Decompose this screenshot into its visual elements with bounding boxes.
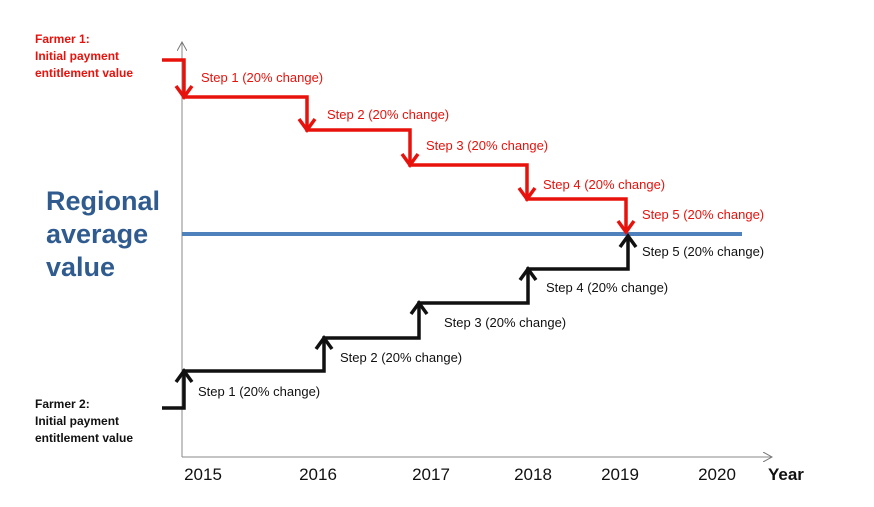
farmer2-step-4-label: Step 4 (20% change) — [546, 280, 668, 295]
farmer1-staircase — [162, 58, 636, 235]
farmer1-step-2-label: Step 2 (20% change) — [327, 107, 449, 122]
farmer2-step-2-label: Step 2 (20% change) — [340, 350, 462, 365]
farmer1-step-path — [162, 58, 628, 232]
farmer1-line-1: Farmer 1: — [35, 32, 90, 46]
farmer1-arrow-5 — [616, 219, 636, 235]
farmer2-arrow-5 — [618, 233, 638, 249]
year-label-2015: 2015 — [184, 465, 222, 484]
farmer1-label: Farmer 1: Initial payment entitlement va… — [35, 32, 133, 80]
farmer1-arrow-2 — [297, 117, 317, 133]
x-axis-title: Year — [768, 465, 804, 484]
farmer2-staircase — [162, 233, 638, 410]
farmer1-step-1-label: Step 1 (20% change) — [201, 70, 323, 85]
farmer2-label: Farmer 2: Initial payment entitlement va… — [35, 397, 133, 445]
year-label-2018: 2018 — [514, 465, 552, 484]
farmer1-line-3: entitlement value — [35, 66, 133, 80]
farmer2-step-1-label: Step 1 (20% change) — [198, 384, 320, 399]
year-label-2020: 2020 — [698, 465, 736, 484]
farmer1-arrow-4 — [517, 186, 537, 202]
farmer2-arrow-3 — [409, 300, 429, 316]
farmer1-line-2: Initial payment — [35, 49, 119, 63]
farmer2-arrow-1 — [174, 368, 194, 384]
farmer1-step-5-label: Step 5 (20% change) — [642, 207, 764, 222]
farmer2-line-3: entitlement value — [35, 431, 133, 445]
farmer1-step-labels: Step 1 (20% change) Step 2 (20% change) … — [201, 70, 764, 222]
year-label-2019: 2019 — [601, 465, 639, 484]
farmer2-step-path — [162, 236, 630, 410]
regional-line-3: value — [46, 252, 115, 282]
regional-line-2: average — [46, 219, 148, 249]
farmer2-arrow-2 — [314, 335, 334, 351]
farmer2-step-labels: Step 1 (20% change) Step 2 (20% change) … — [198, 244, 764, 399]
year-label-2016: 2016 — [299, 465, 337, 484]
year-label-2017: 2017 — [412, 465, 450, 484]
x-axis-labels: 2015 2016 2017 2018 2019 2020 Year — [184, 465, 804, 484]
regional-line-1: Regional — [46, 186, 160, 216]
farmer2-arrow-4 — [518, 266, 538, 282]
farmer1-step-3-label: Step 3 (20% change) — [426, 138, 548, 153]
farmer2-line-2: Initial payment — [35, 414, 119, 428]
farmer2-step-3-label: Step 3 (20% change) — [444, 315, 566, 330]
farmer2-line-1: Farmer 2: — [35, 397, 90, 411]
farmer2-step-5-label: Step 5 (20% change) — [642, 244, 764, 259]
farmer1-arrow-3 — [400, 152, 420, 168]
regional-average-label: Regional average value — [46, 186, 168, 282]
farmer1-step-4-label: Step 4 (20% change) — [543, 177, 665, 192]
farmer1-arrow-1 — [174, 84, 194, 100]
